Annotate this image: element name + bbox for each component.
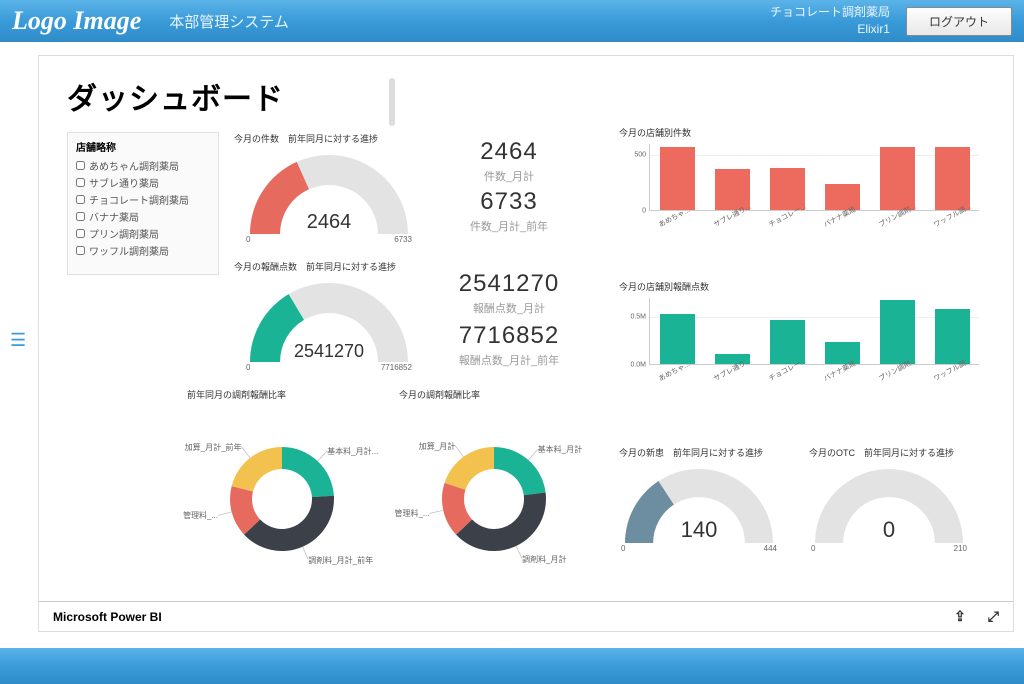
kpi-label: 件数_月計_前年 [439,218,579,234]
bar-chart-count: 5000あめちゃ...サブレ通り...チョコレー...バナナ薬局プリン調剤...… [639,144,979,239]
donut-label: 調剤料_月計 [522,554,566,565]
filter-item[interactable]: チョコレート調剤薬局 [76,192,210,207]
bar[interactable] [935,309,969,365]
kpi-label: 報酬点数_月計_前年 [439,352,579,368]
gauge4-title: 今月のOTC 前年同月に対する進捗 [809,446,954,459]
kpi-count: 2464 件数_月計 [439,138,579,184]
filter-item[interactable]: バナナ薬局 [76,209,210,224]
donut-label: 加算_月計 [419,441,455,452]
gauge-max: 210 [954,544,967,553]
gauge-max: 6733 [394,235,412,244]
gauge-value: 2541270 [244,341,414,362]
report-footer: Microsoft Power BI ⇪ ⤢ [39,601,1013,631]
powerbi-brand: Microsoft Power BI [53,610,162,624]
filter-checkbox[interactable] [76,195,85,204]
kpi-value: 2464 [439,138,579,166]
system-title: 本部管理システム [169,11,289,32]
kpi-count-prev: 6733 件数_月計_前年 [439,188,579,234]
page-title: ダッシュボード [39,56,1013,126]
kpi-label: 報酬点数_月計 [439,300,579,316]
expand-icon[interactable]: ⤢ [988,608,999,625]
filter-item[interactable]: サブレ通り薬局 [76,175,210,190]
bar[interactable] [660,314,694,364]
kpi-label: 件数_月計 [439,168,579,184]
kpi-value: 2541270 [439,270,579,298]
filter-label: あめちゃん調剤薬局 [89,158,179,173]
gauge2-title: 今月の報酬点数 前年同月に対する進捗 [234,260,396,273]
filter-label: プリン調剤薬局 [89,226,159,241]
bar-chart-points: 0.5M0.0Mあめちゃ...サブレ通り...チョコレー...バナナ薬局プリン調… [639,298,979,393]
donut-prev-year: 基本料_月計...調剤料_月計_前年管理料_...加算_月計_前年 [187,406,377,576]
donut-slice[interactable] [282,447,334,497]
filter-checkbox[interactable] [76,178,85,187]
filter-checkbox[interactable] [76,212,85,221]
filter-label: バナナ薬局 [89,209,139,224]
gauge-max: 444 [764,544,777,553]
donut-label: 基本料_月計 [538,444,582,455]
bar2-title: 今月の店舗別報酬点数 [619,280,709,293]
report-frame: ダッシュボード 店舗略称 あめちゃん調剤薬局サブレ通り薬局チョコレート調剤薬局バ… [38,55,1014,632]
gauge-value: 140 [619,517,779,543]
donut-label: 管理料_... [394,508,429,519]
filter-item[interactable]: ワッフル調剤薬局 [76,243,210,258]
pharmacy-name: チョコレート調剤薬局 [770,4,890,21]
filter-item[interactable]: プリン調剤薬局 [76,226,210,241]
filter-panel: 店舗略称 あめちゃん調剤薬局サブレ通り薬局チョコレート調剤薬局バナナ薬局プリン調… [67,132,219,275]
share-icon[interactable]: ⇪ [954,608,966,625]
filter-label: サブレ通り薬局 [89,175,159,190]
gauge3-title: 今月の新患 前年同月に対する進捗 [619,446,763,459]
bar[interactable] [660,147,694,210]
filter-label: チョコレート調剤薬局 [89,192,189,207]
bottom-bar [0,648,1024,684]
gauge-min: 0 [621,544,625,553]
donut-label: 基本料_月計... [327,446,378,457]
kpi-points: 2541270 報酬点数_月計 [439,270,579,316]
filter-checkbox[interactable] [76,161,85,170]
kpi-value: 6733 [439,188,579,216]
gauge-min: 0 [811,544,815,553]
gauge-count: 246406733 [244,150,414,240]
gauge-points: 254127007716852 [244,278,414,368]
kpi-points-prev: 7716852 報酬点数_月計_前年 [439,322,579,368]
gauge-otc: 00210 [809,464,969,549]
logout-button[interactable]: ログアウト [906,7,1012,36]
gauge1-title: 今月の件数 前年同月に対する進捗 [234,132,378,145]
menu-icon[interactable]: ☰ [10,330,26,351]
donut-label: 調剤料_月計_前年 [308,555,373,566]
filter-label: ワッフル調剤薬局 [89,243,169,258]
filter-checkbox[interactable] [76,246,85,255]
bar[interactable] [880,147,914,210]
donut-label: 加算_月計_前年 [185,442,242,453]
filter-checkbox[interactable] [76,229,85,238]
gauge-new-patients: 1400444 [619,464,779,549]
user-name: Elixir1 [770,21,890,38]
gauge-max: 7716852 [381,363,412,372]
donut-slice[interactable] [445,447,494,490]
bar[interactable] [935,147,969,210]
gauge-min: 0 [246,235,250,244]
top-bar: Logo Image 本部管理システム チョコレート調剤薬局 Elixir1 ロ… [0,0,1024,42]
bar[interactable] [880,300,914,364]
filter-title: 店舗略称 [76,139,210,154]
user-info: チョコレート調剤薬局 Elixir1 [770,4,890,38]
bar[interactable] [825,184,859,210]
donut-this-month: 基本料_月計調剤料_月計管理料_...加算_月計 [399,406,589,576]
donut-slice[interactable] [232,447,282,492]
filter-item[interactable]: あめちゃん調剤薬局 [76,158,210,173]
kpi-value: 7716852 [439,322,579,350]
logo: Logo Image [12,6,141,36]
gauge-value: 2464 [244,211,414,234]
gauge-min: 0 [246,363,250,372]
report-body: 店舗略称 あめちゃん調剤薬局サブレ通り薬局チョコレート調剤薬局バナナ薬局プリン調… [39,126,1013,616]
gauge-value: 0 [809,517,969,543]
donut-slice[interactable] [244,496,334,551]
bar1-title: 今月の店舗別件数 [619,126,691,139]
donut-label: 管理料_... [183,510,218,521]
scroll-indicator [389,78,395,126]
donut2-title: 今月の調剤報酬比率 [399,388,480,401]
donut1-title: 前年同月の調剤報酬比率 [187,388,286,401]
